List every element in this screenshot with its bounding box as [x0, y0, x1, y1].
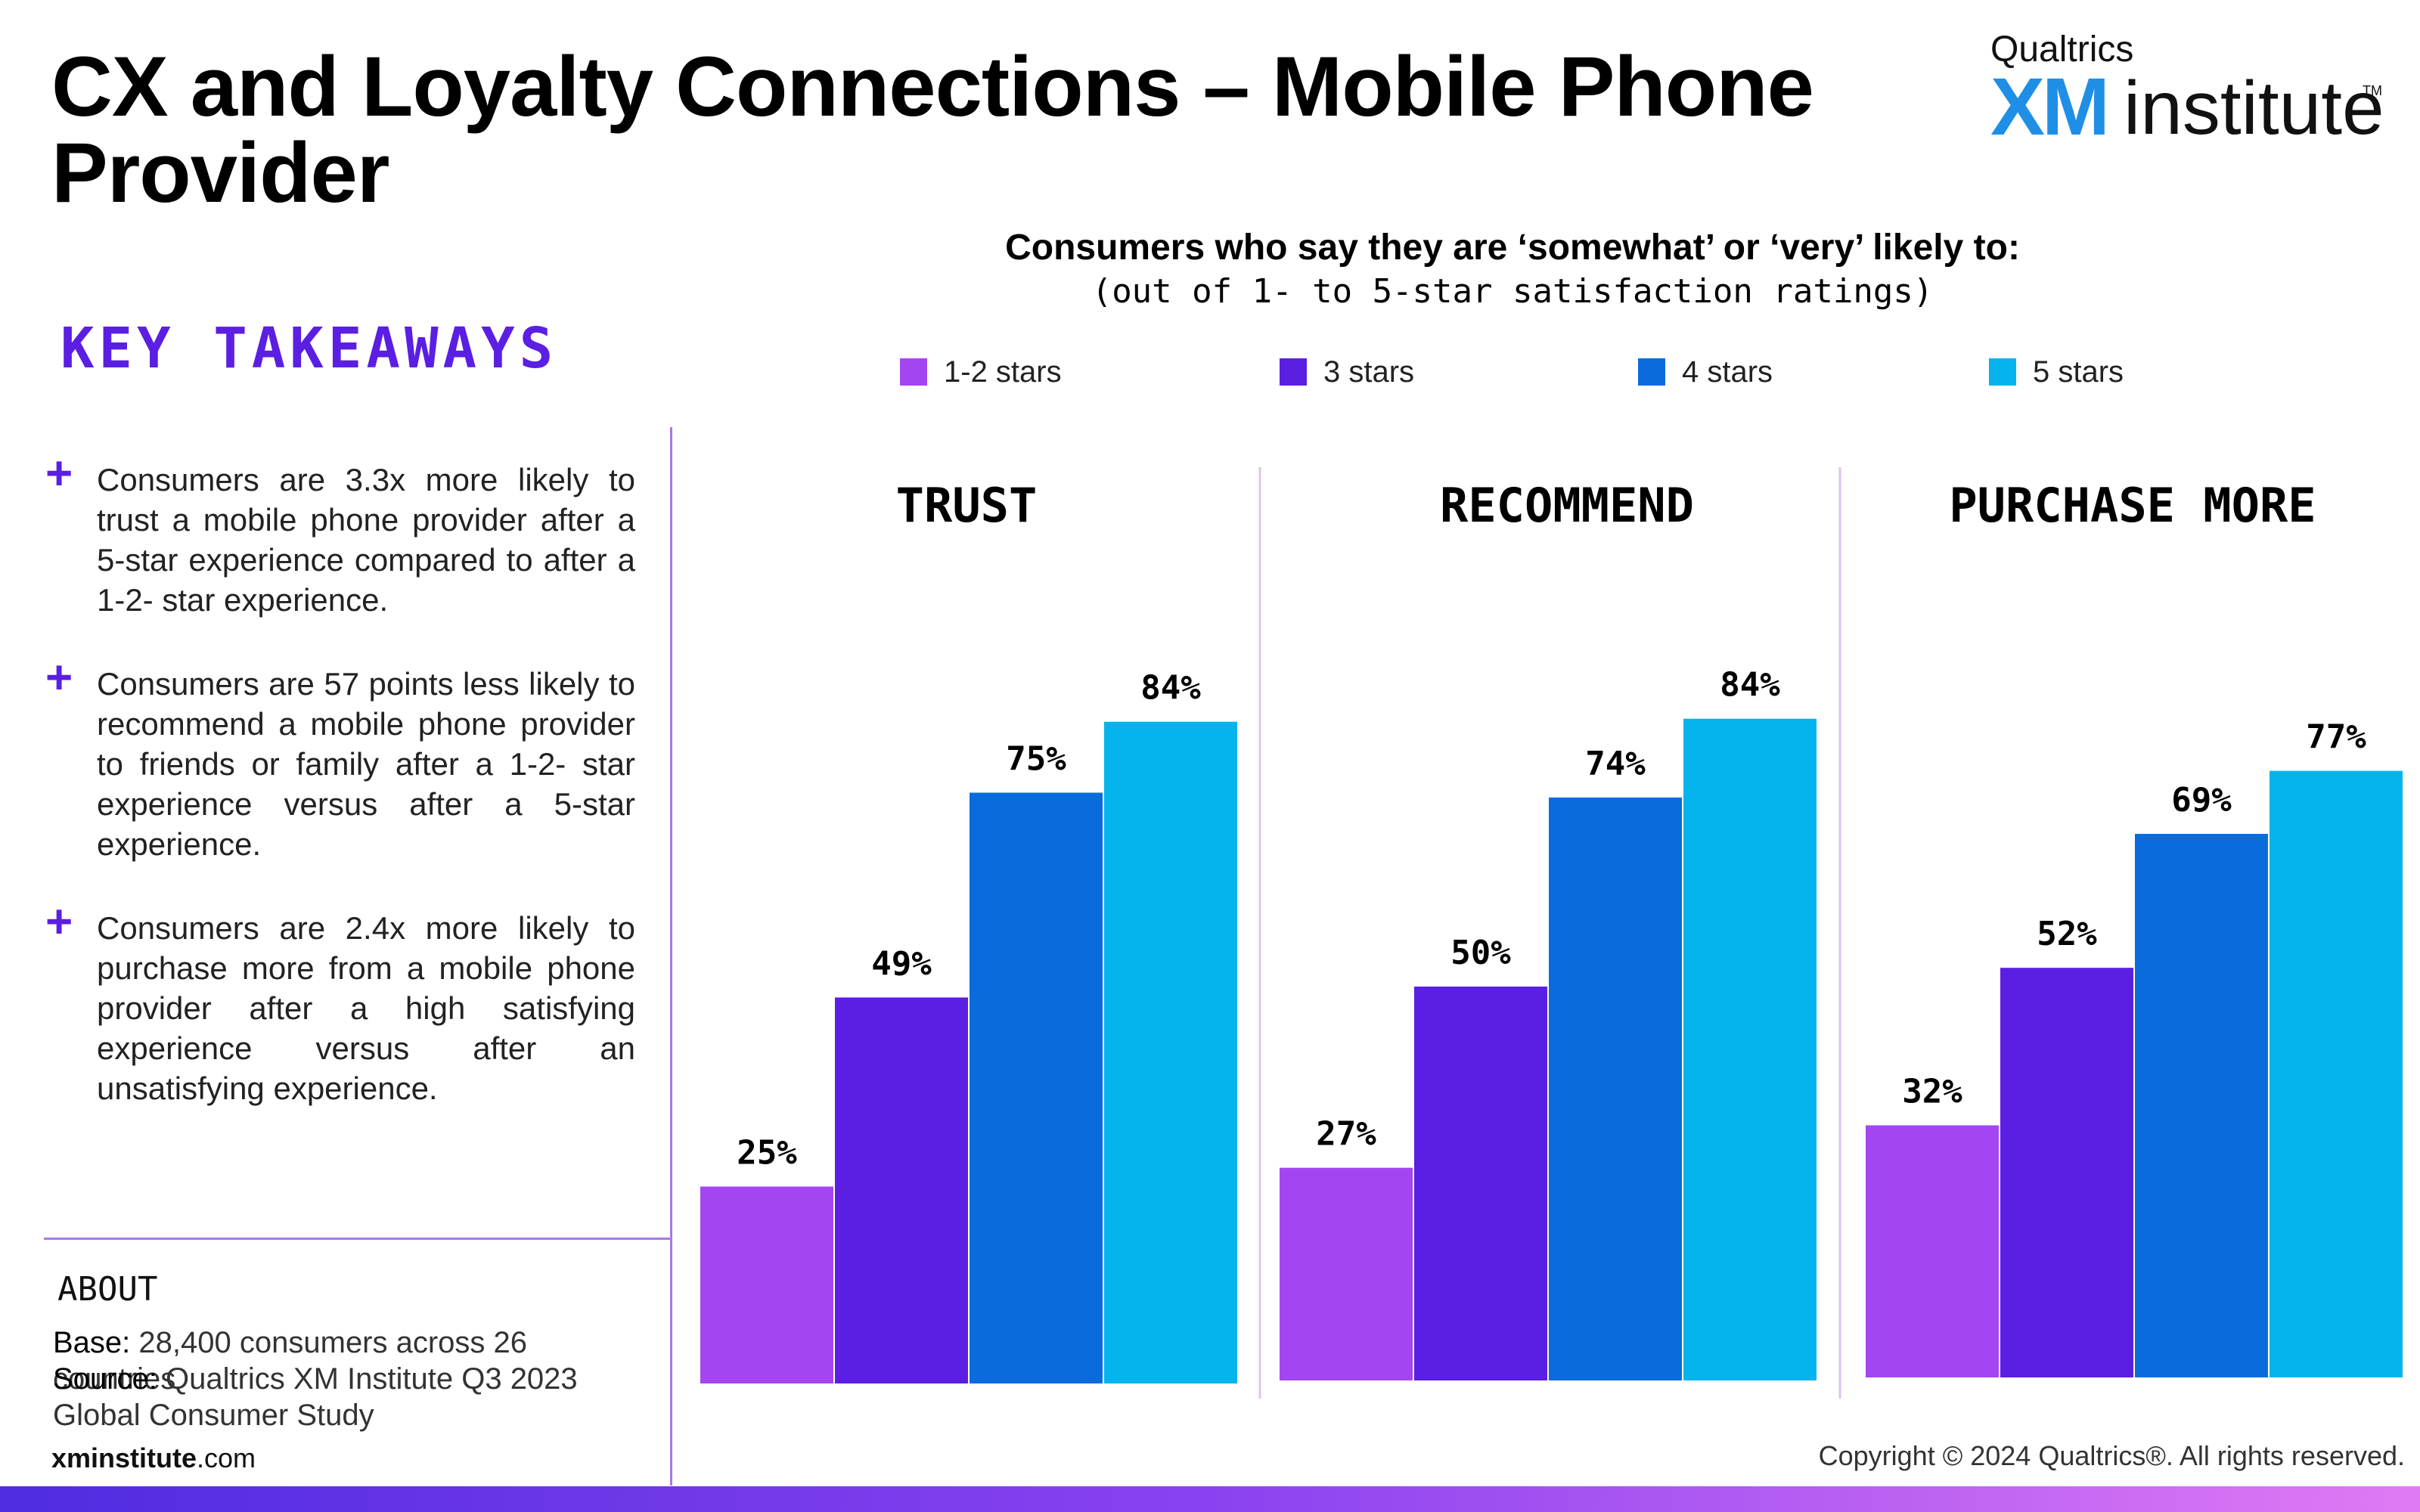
bar-value-label: 27% — [1316, 1115, 1376, 1154]
page-title: CX and Loyalty Connections – Mobile Phon… — [51, 39, 1814, 220]
legend-label: 5 stars — [2033, 355, 2124, 389]
bar-value-label: 69% — [2171, 781, 2232, 820]
plus-icon: + — [45, 652, 73, 704]
takeaway-item: + Consumers are 3.3x more likely to trus… — [45, 451, 635, 620]
takeaway-item: + Consumers are 57 points less likely to… — [45, 655, 635, 864]
chart-legend: 1-2 stars 3 stars 4 stars 5 stars — [900, 349, 2231, 395]
bar-4-stars-purchase-more — [2135, 834, 2268, 1377]
plus-icon: + — [45, 896, 73, 948]
about-base: Base: 28,400 consumers across 26 countri… — [53, 1325, 658, 1397]
group-title-trust: TRUST — [896, 478, 1038, 533]
site-link-rest[interactable]: .com — [197, 1442, 256, 1473]
bar-1-2-stars-trust — [700, 1186, 833, 1383]
bar-value-label: 50% — [1450, 934, 1511, 972]
takeaway-item: + Consumers are 2.4x more likely to purc… — [45, 899, 635, 1108]
bar-1-2-stars-purchase-more — [1866, 1125, 1999, 1377]
about-heading: ABOUT — [57, 1270, 158, 1309]
legend-label: 4 stars — [1682, 355, 1773, 389]
site-link[interactable]: xminstitute.com — [51, 1442, 256, 1474]
site-link-bold[interactable]: xminstitute — [51, 1442, 197, 1473]
bar-5-stars-recommend — [1683, 718, 1817, 1380]
bar-3-stars-recommend — [1414, 987, 1547, 1380]
plus-icon: + — [45, 448, 73, 500]
bar-5-stars-trust — [1104, 721, 1237, 1383]
copyright-notice: Copyright © 2024 Qualtrics®. All rights … — [1818, 1440, 2405, 1471]
bar-value-label: 77% — [2306, 718, 2366, 757]
section-divider — [670, 427, 672, 1486]
takeaway-text: Consumers are 2.4x more likely to purcha… — [97, 910, 635, 1106]
about-source-label: Source: — [53, 1362, 157, 1396]
bottom-gradient-bar — [0, 1486, 2420, 1512]
group-title-purchase-more: PURCHASE MORE — [1949, 478, 2316, 533]
about-source-text: Qualtrics XM Institute Q3 2023 Global Co… — [53, 1362, 578, 1432]
takeaway-text: Consumers are 3.3x more likely to trust … — [97, 462, 635, 618]
about-source: Source: Qualtrics XM Institute Q3 2023 G… — [53, 1361, 658, 1433]
legend-swatch — [1638, 358, 1665, 386]
logo-mark: XM — [1990, 60, 2110, 152]
bar-value-label: 32% — [1902, 1073, 1962, 1111]
legend-item-3-stars: 3 stars — [1280, 349, 1414, 395]
bar-5-stars-purchase-more — [2270, 770, 2403, 1377]
group-title-recommend: RECOMMEND — [1440, 478, 1694, 533]
legend-swatch — [900, 358, 927, 386]
bar-1-2-stars-recommend — [1280, 1167, 1413, 1380]
legend-label: 3 stars — [1323, 355, 1415, 389]
logo-tm: TM — [2363, 83, 2382, 98]
legend-item-1-2-stars: 1-2 stars — [900, 349, 1062, 395]
chart-heading: Consumers who say they are ‘somewhat’ or… — [1005, 228, 2020, 268]
bar-4-stars-trust — [970, 792, 1103, 1383]
logo-word: institute — [2124, 66, 2384, 150]
bar-3-stars-trust — [835, 997, 968, 1383]
takeaway-text: Consumers are 57 points less likely to r… — [97, 666, 635, 862]
legend-swatch — [1989, 358, 2016, 386]
about-base-label: Base: — [53, 1326, 131, 1359]
bar-value-label: 84% — [1720, 666, 1780, 705]
legend-item-4-stars: 4 stars — [1638, 349, 1773, 395]
key-takeaways-heading: KEY TAKEAWAYS — [60, 316, 558, 381]
about-base-text: 28,400 consumers across 26 countries — [53, 1326, 528, 1396]
logo-brand: Qualtrics — [1990, 29, 2134, 70]
bar-3-stars-purchase-more — [2000, 968, 2133, 1377]
chart-subheading: (out of 1- to 5-star satisfaction rating… — [1091, 272, 1934, 311]
bar-4-stars-recommend — [1549, 797, 1682, 1380]
key-takeaways-list: + Consumers are 3.3x more likely to trus… — [45, 451, 635, 1152]
bar-value-label: 84% — [1140, 669, 1201, 708]
about-divider — [44, 1238, 672, 1240]
legend-swatch — [1280, 358, 1307, 386]
bar-value-label: 75% — [1006, 740, 1066, 779]
bar-value-label: 74% — [1585, 745, 1646, 783]
qualtrics-xm-institute-logo: Qualtrics XM institute TM — [1990, 29, 2384, 150]
bar-value-label: 49% — [871, 944, 932, 983]
bar-value-label: 52% — [2037, 915, 2097, 953]
bar-value-label: 25% — [737, 1134, 797, 1173]
legend-item-5-stars: 5 stars — [1989, 349, 2124, 395]
legend-label: 1-2 stars — [944, 355, 1062, 389]
